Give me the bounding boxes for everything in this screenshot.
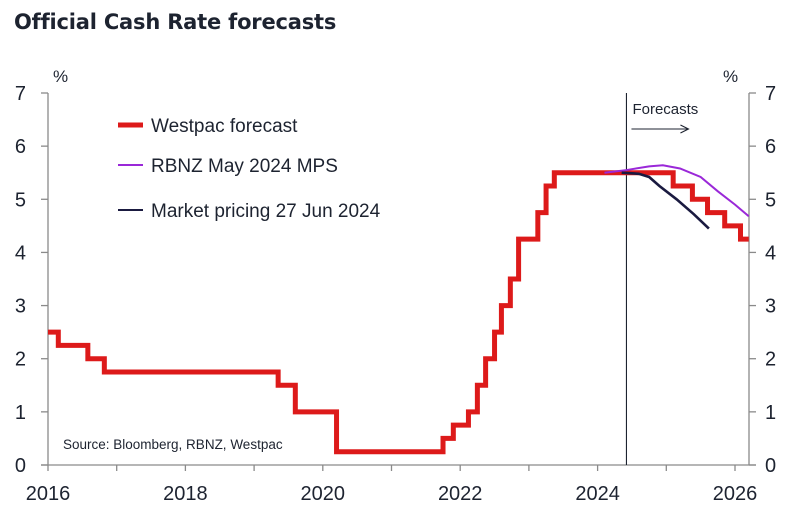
legend-item: Westpac forecast <box>118 116 298 137</box>
y-tick-label-right: 4 <box>765 242 776 264</box>
y-tick-label-left: 1 <box>15 402 26 424</box>
arrow-right-icon <box>631 124 690 134</box>
x-tick-label: 2024 <box>575 483 620 505</box>
annotations: Forecasts Source: Bloomberg, RBNZ, Westp… <box>53 67 738 452</box>
legend-label: RBNZ May 2024 MPS <box>151 156 338 177</box>
x-tick-label: 2018 <box>163 483 208 505</box>
y-tick-label-left: 6 <box>15 136 26 158</box>
y-tick-label-left: 0 <box>15 455 26 477</box>
series-layer <box>48 164 750 455</box>
chart-title: Official Cash Rate forecasts <box>14 10 337 34</box>
y-tick-label-right: 5 <box>765 189 776 211</box>
forecasts-label: Forecasts <box>632 101 698 118</box>
y-tick-label-right: 1 <box>765 402 776 424</box>
y-unit-left: % <box>53 67 68 86</box>
source-note: Source: Bloomberg, RBNZ, Westpac <box>63 437 283 452</box>
legend: Westpac forecast RBNZ May 2024 MPS Market … <box>118 116 381 222</box>
legend-item: RBNZ May 2024 MPS <box>118 156 338 177</box>
series-line-westpac-forecast <box>48 170 749 455</box>
legend-label: Market pricing 27 Jun 2024 <box>151 201 381 222</box>
x-tick-label: 2026 <box>713 483 758 505</box>
y-tick-label-right: 6 <box>765 136 776 158</box>
y-tick-label-left: 4 <box>15 242 26 264</box>
legend-item: Market pricing 27 Jun 2024 <box>118 201 381 222</box>
y-tick-label-left: 5 <box>15 189 26 211</box>
y-tick-label-right: 0 <box>765 455 776 477</box>
y-tick-label-right: 3 <box>765 296 776 318</box>
series-line-market-pricing-27-jun-2024 <box>621 171 710 230</box>
legend-label: Westpac forecast <box>151 116 298 137</box>
y-tick-label-left: 3 <box>15 296 26 318</box>
y-tick-label-right: 2 <box>765 349 776 371</box>
series-line-rbnz-may-2024-mps <box>604 164 750 218</box>
x-tick-label: 2022 <box>438 483 483 505</box>
y-tick-label-left: 2 <box>15 349 26 371</box>
x-tick-label: 2016 <box>26 483 71 505</box>
y-tick-label-right: 7 <box>765 83 776 105</box>
y-tick-label-left: 7 <box>15 83 26 105</box>
axes: 0 0 1 1 2 2 3 3 4 4 5 5 6 6 7 7 2016 2018 2020 2022 2024 2026 <box>15 83 776 505</box>
y-unit-right: % <box>723 67 738 86</box>
x-tick-label: 2020 <box>301 483 346 505</box>
